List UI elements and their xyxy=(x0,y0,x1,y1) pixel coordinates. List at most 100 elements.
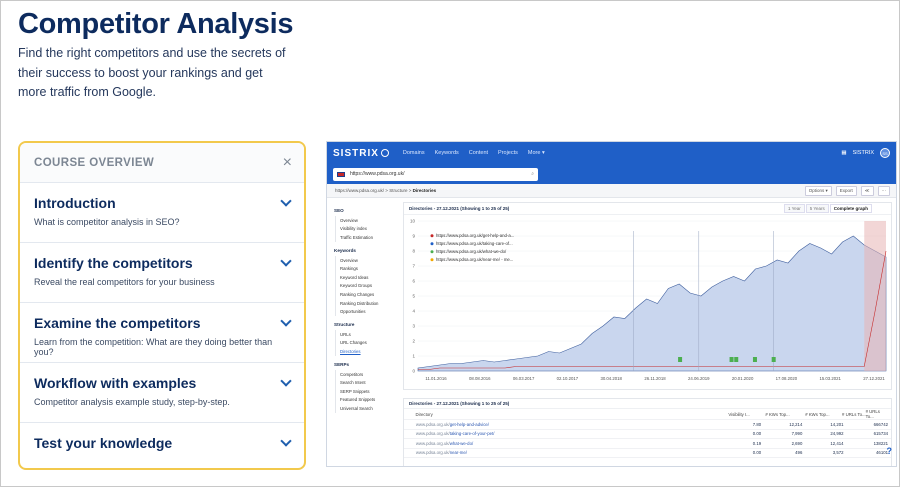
column-header[interactable]: # URLs To... xyxy=(842,411,866,417)
table-row[interactable]: www.pdsa.org.uk/what-we-do/0.19 2,690 12,4… xyxy=(404,439,891,449)
sidebar-item[interactable]: URLs xyxy=(335,329,397,339)
x-tick-label: 27.12.2021 xyxy=(863,376,885,381)
nav-item[interactable]: More ▾ xyxy=(527,150,545,156)
sistrix-logo[interactable]: SISTRIX xyxy=(333,148,389,159)
avatar[interactable]: SS xyxy=(880,148,890,158)
sidebar-item[interactable]: Traffic Estimation xyxy=(335,233,397,242)
y-tick-label: 2 xyxy=(412,339,415,344)
course-item[interactable]: Workflow with examples Competitor analysi… xyxy=(20,363,304,423)
series-line xyxy=(418,250,887,370)
x-tick-label: 30.04.2018 xyxy=(600,376,622,381)
app-topbar: SISTRIX Domains Keywords Content Projects Mo… xyxy=(327,142,896,164)
range-button[interactable]: Complete graph xyxy=(829,204,872,213)
sidebar-item[interactable]: Universal Search xyxy=(335,404,397,413)
column-header[interactable]: Visibility I... xyxy=(728,411,750,417)
directory-cell[interactable]: www.pdsa.org.uk/taking-care-of-your-pet/ xyxy=(416,431,720,436)
breadcrumb-item[interactable]: Directories xyxy=(412,188,437,193)
brand-text: SISTRIX xyxy=(333,147,379,159)
event-marker xyxy=(729,357,734,362)
course-overview-panel: COURSE OVERVIEW × Introduction What is co… xyxy=(18,141,306,470)
table-cell: 12,414 xyxy=(830,440,844,446)
sidebar-item[interactable]: SERP Snippets xyxy=(335,386,397,396)
help-icon[interactable]: ? xyxy=(886,446,893,456)
event-marker xyxy=(771,357,776,362)
course-item[interactable]: Identify the competitors Reveal the real … xyxy=(20,243,304,303)
sidebar-item[interactable]: Ranking Changes xyxy=(335,290,397,299)
toolbar-button[interactable]: ⋯ xyxy=(877,185,890,196)
sidebar-item[interactable]: Ranking Distribution xyxy=(335,298,397,308)
table-row[interactable]: www.pdsa.org.uk/near-me/0.00 496 3,572 46 10… xyxy=(404,449,891,458)
nav-item[interactable]: Domains xyxy=(402,150,425,156)
close-icon[interactable]: × xyxy=(282,153,292,171)
table-cell: 734 xyxy=(880,431,888,437)
course-item-title: Test your knowledge xyxy=(34,435,173,451)
toolbar-button[interactable]: Export xyxy=(835,185,857,196)
table-cell: 496 xyxy=(795,450,803,456)
sidebar-item[interactable]: Competitors xyxy=(335,369,397,379)
directory-cell[interactable]: www.pdsa.org.uk/what-we-do/ xyxy=(416,441,720,446)
directory-path: what-we-do/ xyxy=(449,440,474,446)
y-tick-label: 6 xyxy=(412,279,415,284)
breadcrumb-item: > xyxy=(385,188,388,193)
directory-cell[interactable]: www.pdsa.org.uk/get-help-and-advice/ xyxy=(416,422,720,427)
directory-prefix: www.pdsa.org.uk/ xyxy=(415,421,450,427)
course-item[interactable]: Examine the competitors Learn from the co… xyxy=(20,303,304,363)
sidebar-item[interactable]: Keyword Ideas xyxy=(335,272,397,282)
page-title: Competitor Analysis xyxy=(18,8,294,40)
table-row[interactable]: www.pdsa.org.uk/taking-care-of-your-pet/… xyxy=(404,430,891,439)
table-cell: 3,572 xyxy=(832,450,844,456)
directory-path: taking-care-of-your-pet/ xyxy=(449,431,495,437)
toolbar-button[interactable]: Options ▾ xyxy=(804,185,832,196)
table-row[interactable]: www.pdsa.org.uk/get-help-and-advice/7.80… xyxy=(404,420,891,430)
x-tick-label: 02.10.2017 xyxy=(557,376,579,381)
nav-item[interactable]: Projects xyxy=(498,150,518,156)
search-input[interactable]: https://www.pdsa.org.uk/ ⌕ xyxy=(333,167,538,181)
uk-flag-icon[interactable] xyxy=(337,171,345,177)
sidebar-item[interactable]: URL Changes xyxy=(335,338,397,348)
nav-item[interactable]: Content xyxy=(468,150,489,156)
search-icon[interactable]: ⌕ xyxy=(531,171,534,177)
sidebar-item[interactable]: Rankings xyxy=(335,264,397,273)
directory-prefix: www.pdsa.org.uk/ xyxy=(415,431,450,437)
sidebar-group-label: SERPs xyxy=(334,361,350,367)
event-marker xyxy=(752,357,757,362)
directory-cell[interactable]: www.pdsa.org.uk/near-me/ xyxy=(416,450,720,455)
column-header[interactable]: # KWs Top... xyxy=(805,411,830,417)
sidebar-item[interactable]: Directories xyxy=(335,347,397,356)
breadcrumb-item[interactable]: https://www.pdsa.org.uk/ xyxy=(335,188,385,193)
course-overview-title: COURSE OVERVIEW xyxy=(34,156,155,169)
breadcrumb-item: > xyxy=(408,188,412,193)
nav-item[interactable]: Keywords xyxy=(434,150,459,156)
sidebar-item[interactable]: Overview xyxy=(335,255,397,265)
course-item-title: Examine the competitors xyxy=(34,315,201,331)
breadcrumb-item[interactable]: Structure xyxy=(389,188,408,193)
x-tick-label: 26.11.2018 xyxy=(644,376,666,381)
directory-prefix: www.pdsa.org.uk/ xyxy=(415,440,450,446)
table-cell: 0.00 xyxy=(752,450,762,456)
highlight-region xyxy=(864,221,886,371)
sidebar-item[interactable]: Search Intent xyxy=(335,378,397,387)
course-item[interactable]: Introduction What is competitor analysis … xyxy=(20,183,304,243)
toolbar-button[interactable]: ≪ xyxy=(860,185,874,196)
course-item-desc: Reveal the real competitors for your bus… xyxy=(34,277,215,287)
range-button[interactable]: 5 Years xyxy=(805,204,829,213)
x-tick-label: 24.06.2019 xyxy=(688,376,710,381)
course-item[interactable]: Test your knowledge xyxy=(20,423,304,468)
y-tick-label: 9 xyxy=(412,234,415,239)
column-header[interactable]: # URLs To... xyxy=(865,409,880,419)
column-header[interactable]: Directory xyxy=(415,411,433,417)
sidebar-item[interactable]: Keyword Groups xyxy=(335,281,397,291)
sidebar-item[interactable]: Visibility index xyxy=(335,224,397,234)
table-cell: 7,990 xyxy=(791,431,803,437)
range-switch: 1 Year 5 Years Complete graph xyxy=(783,204,872,213)
sidebar-item[interactable]: Opportunities xyxy=(335,307,397,316)
directories-chart[interactable]: 0 1 2 3 4 5 6 7 8 9 10 11.01.2016 08.08.2016 06.03.20… xyxy=(404,215,891,390)
account-name[interactable]: SISTRIX xyxy=(852,150,874,156)
range-button[interactable]: 1 Year xyxy=(783,204,805,213)
sidebar-group-label: SEO xyxy=(334,208,344,213)
apps-grid-icon[interactable]: ▦ xyxy=(841,150,847,156)
sidebar-item[interactable]: Featured Snippets xyxy=(335,395,397,405)
column-header[interactable]: # KWs Top... xyxy=(765,411,790,417)
sidebar-item[interactable]: Overview xyxy=(335,216,397,225)
y-tick-label: 3 xyxy=(412,324,415,329)
